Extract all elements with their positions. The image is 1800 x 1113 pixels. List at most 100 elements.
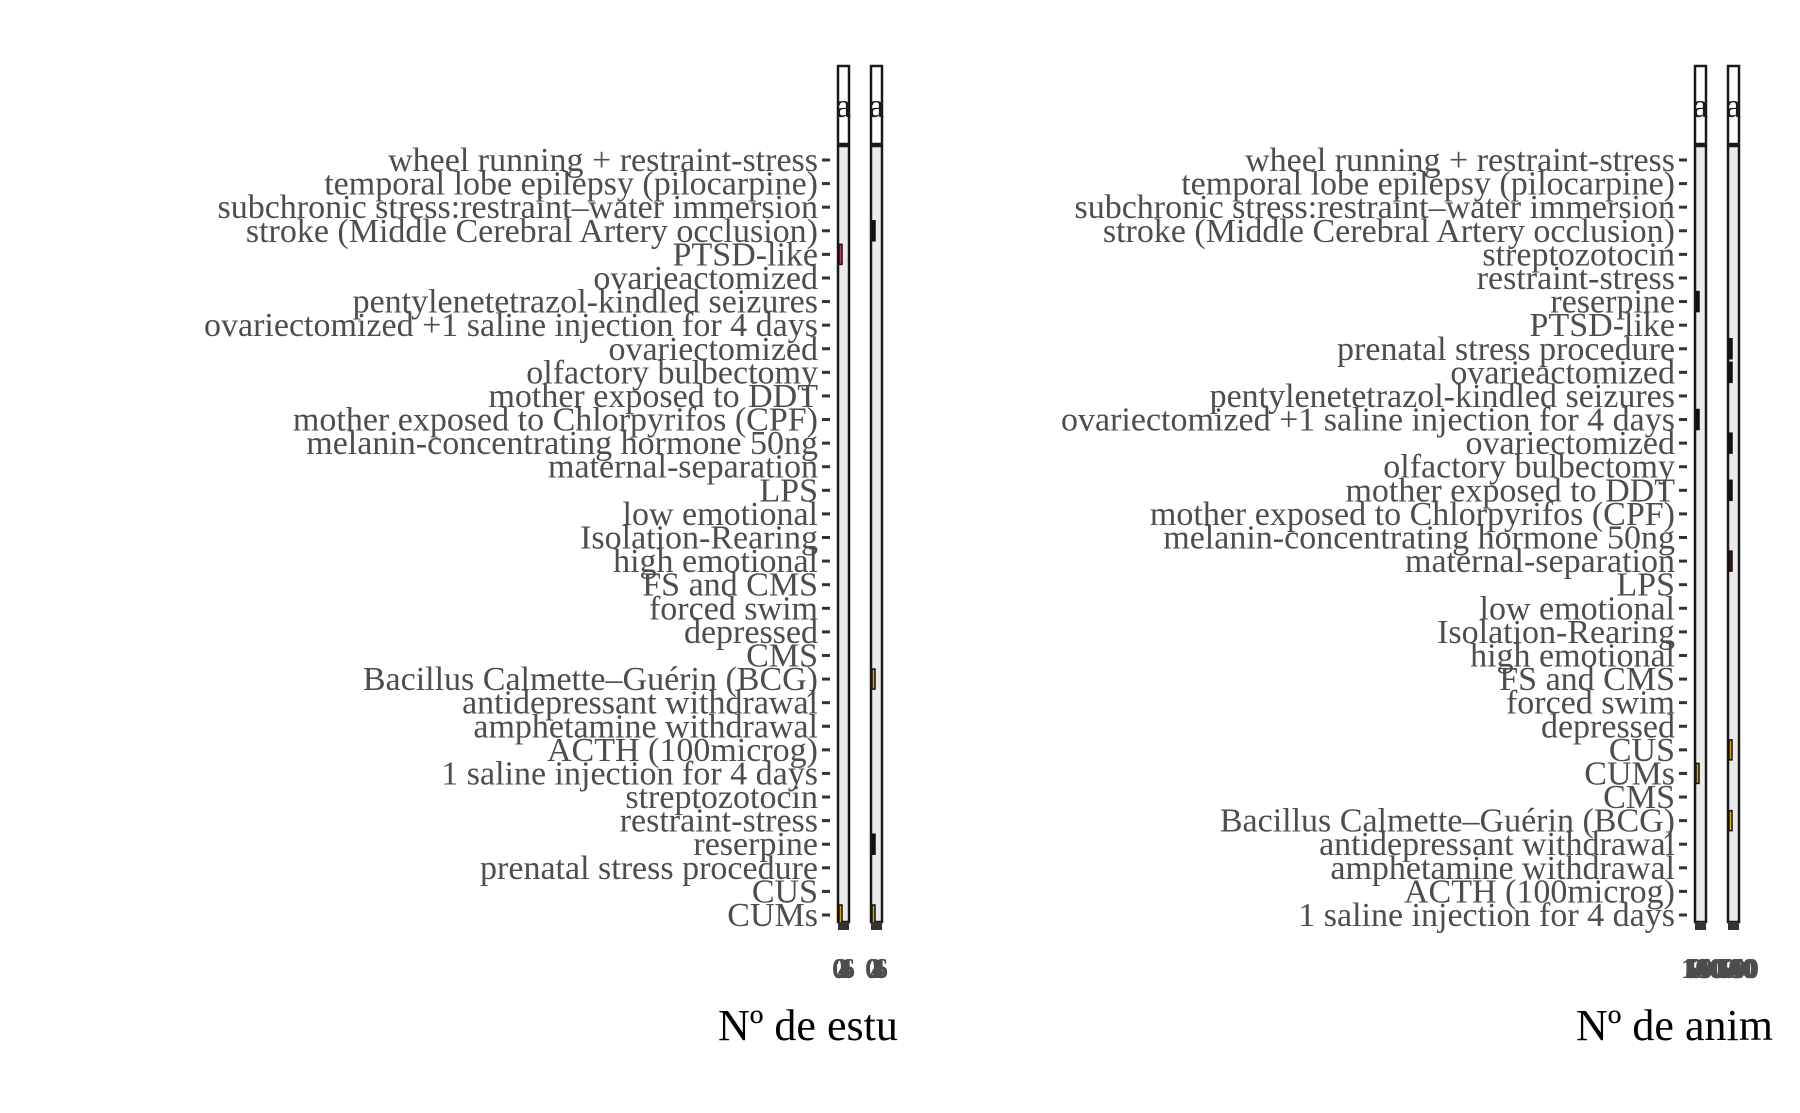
x-axis-title: Nº de estu <box>718 1001 898 1050</box>
x-tick-mark <box>1695 922 1706 930</box>
x-tick-label: 50 <box>1685 954 1713 985</box>
category-label: reserpine <box>693 826 818 863</box>
category-label: ovariectomized +1 saline injection for 4… <box>204 307 818 344</box>
category-label: CMS <box>746 637 818 674</box>
category-label: CUS <box>1609 732 1675 769</box>
category-label: maternal-separation <box>548 449 818 486</box>
category-label: ovariectomized <box>608 331 818 368</box>
facet-strip-label: a <box>1693 88 1708 125</box>
category-label: CMS <box>1603 779 1675 816</box>
x-tick-label: 0 <box>1689 954 1703 985</box>
bar <box>838 243 843 266</box>
category-label: Bacillus Calmette–Guérin (BCG) <box>363 661 818 698</box>
x-tick-label: 6 <box>874 954 888 985</box>
category-label: CUS <box>752 873 818 910</box>
category-label: Isolation-Rearing <box>1437 614 1675 651</box>
category-label: stroke (Middle Cerebral Artery occlusion… <box>246 213 818 250</box>
x-tick-label: 150 <box>1684 954 1726 985</box>
bar <box>1728 809 1733 832</box>
category-label: antidepressant withdrawal <box>1319 826 1675 863</box>
category-label: CUMs <box>727 897 818 934</box>
category-label: streptozotocin <box>1482 236 1675 273</box>
category-label: mother exposed to Chlorpyrifos (CPF) <box>293 402 818 439</box>
bar <box>1728 550 1733 572</box>
category-label: temporal lobe epilepsy (pilocarpine) <box>1181 166 1675 203</box>
category-label: wheel running + restraint-stress <box>388 142 818 179</box>
category-label: amphetamine withdrawal <box>473 708 818 745</box>
category-label: prenatal stress procedure <box>480 850 818 887</box>
bar <box>1695 408 1700 431</box>
category-label: forced swim <box>649 590 818 627</box>
category-label: prenatal stress procedure <box>1337 331 1675 368</box>
x-tick-label: 0 <box>1722 954 1736 985</box>
facet-strip <box>1693 64 1708 146</box>
facet-strip <box>1726 64 1741 146</box>
category-label: high emotional <box>1470 637 1675 674</box>
category-label: amphetamine withdrawal <box>1330 850 1675 887</box>
facet-strip-label: a <box>1726 88 1741 125</box>
category-label: antidepressant withdrawal <box>462 685 818 722</box>
category-label: LPS <box>759 472 818 509</box>
category-label: ovariectomized +1 saline injection for 4… <box>1061 402 1675 439</box>
category-label: melanin-concentrating hormone 50ng <box>306 425 818 462</box>
category-label: mother exposed to DDT <box>488 378 818 415</box>
bar <box>1728 739 1733 761</box>
category-label: ovarieactomized <box>593 260 818 297</box>
category-label: low emotional <box>623 496 818 533</box>
category-label: FS and CMS <box>1499 661 1675 698</box>
x-tick-label: 4 <box>871 954 885 985</box>
category-label: high emotional <box>613 543 818 580</box>
category-label: ovariectomized <box>1465 425 1675 462</box>
x-tick-mark <box>871 922 882 930</box>
category-label: restraint-stress <box>620 803 818 840</box>
category-label: maternal-separation <box>1405 543 1675 580</box>
bar <box>1728 361 1733 384</box>
x-tick-mark <box>1728 922 1739 930</box>
category-label: forced swim <box>1506 685 1675 722</box>
category-label: pentylenetetrazol-kindled seizures <box>1210 378 1675 415</box>
category-label: LPS <box>1616 567 1675 604</box>
x-axis-title: Nº de anim <box>1576 1001 1773 1050</box>
category-label: temporal lobe epilepsy (pilocarpine) <box>324 166 818 203</box>
bar <box>871 668 876 690</box>
category-label: subchronic stress:restraint–water immers… <box>1074 189 1675 226</box>
bar <box>1728 338 1733 360</box>
facet-strip-label: a <box>836 88 851 125</box>
category-label: restraint-stress <box>1477 260 1675 297</box>
category-label: stroke (Middle Cerebral Artery occlusion… <box>1103 213 1675 250</box>
bar <box>1695 762 1700 785</box>
x-tick-label: 100 <box>1681 954 1723 985</box>
category-label: ovarieactomized <box>1450 354 1675 391</box>
x-tick-mark <box>838 922 849 930</box>
category-label: 1 saline injection for 4 days <box>1298 897 1675 934</box>
category-label: depressed <box>684 614 818 651</box>
bar <box>1728 432 1733 454</box>
category-label: olfactory bulbectomy <box>1383 449 1675 486</box>
facet-strip <box>869 64 884 146</box>
category-label: subchronic stress:restraint–water immers… <box>217 189 818 226</box>
bar <box>1695 290 1700 313</box>
category-label: wheel running + restraint-stress <box>1245 142 1675 179</box>
category-label: PTSD-like <box>673 236 818 273</box>
category-label: mother exposed to Chlorpyrifos (CPF) <box>1150 496 1675 533</box>
category-label: low emotional <box>1480 590 1675 627</box>
x-tick-label: 100 <box>1714 954 1756 985</box>
category-label: reserpine <box>1550 284 1675 321</box>
x-tick-label: 0 <box>832 954 846 985</box>
bar <box>871 220 876 242</box>
category-label: 1 saline injection for 4 days <box>441 755 818 792</box>
category-label: streptozotocin <box>625 779 818 816</box>
x-tick-label: 6 <box>841 954 855 985</box>
x-tick-label: 0 <box>865 954 879 985</box>
category-label: depressed <box>1541 708 1675 745</box>
category-label: mother exposed to DDT <box>1345 472 1675 509</box>
bar <box>871 833 876 855</box>
category-label: melanin-concentrating hormone 50ng <box>1163 520 1675 557</box>
category-label: ACTH (100microg) <box>547 732 818 769</box>
x-tick-label: 150 <box>1717 954 1759 985</box>
x-tick-label: 50 <box>1718 954 1746 985</box>
facet-strip <box>836 64 851 146</box>
category-label: pentylenetetrazol-kindled seizures <box>353 284 818 321</box>
x-tick-label: 4 <box>838 954 852 985</box>
